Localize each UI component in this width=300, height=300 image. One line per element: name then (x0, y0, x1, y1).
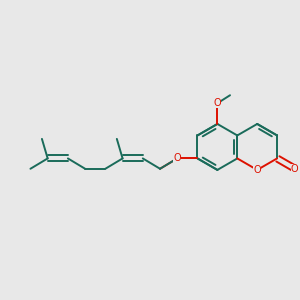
Text: O: O (214, 98, 221, 108)
Text: O: O (254, 165, 261, 175)
Text: O: O (291, 164, 298, 173)
Text: O: O (173, 153, 181, 164)
